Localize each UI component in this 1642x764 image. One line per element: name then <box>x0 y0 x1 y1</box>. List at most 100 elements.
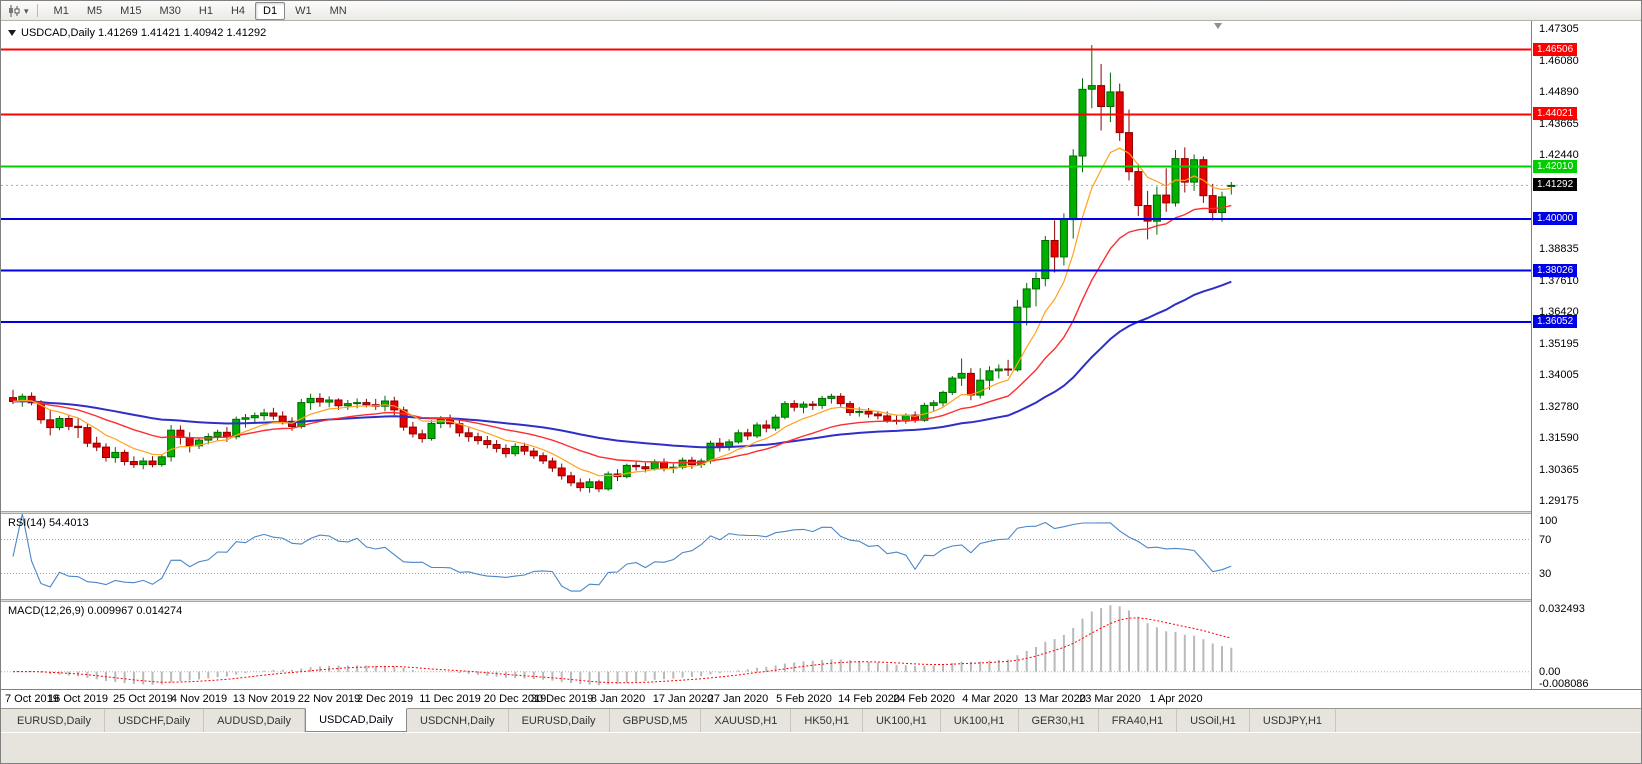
candlestick-chart-glyph <box>9 4 20 17</box>
candle <box>1190 154 1199 191</box>
pane-separator[interactable] <box>1 511 1641 514</box>
date-label: 24 Feb 2020 <box>893 693 955 705</box>
time-axis[interactable]: 7 Oct 2019 16 Oct 2019 25 Oct 2019 4 Nov 20… <box>1 689 1641 708</box>
candle <box>474 432 482 445</box>
candle <box>55 415 64 431</box>
candle <box>939 390 947 407</box>
candle <box>1143 190 1152 240</box>
rsi-canvas <box>1 514 1531 592</box>
chart-tab-USDJPY-H1[interactable]: USDJPY,H1 <box>1250 709 1337 732</box>
timeframe-M5[interactable]: M5 <box>86 4 103 17</box>
rsi-pane[interactable]: RSI(14) 54.4013 <box>1 514 1531 599</box>
chart-tab-GER30-H1[interactable]: GER30,H1 <box>1019 709 1099 732</box>
price-chart-canvas[interactable] <box>1 21 1531 511</box>
chart-tab-XAUUSD-H1[interactable]: XAUUSD,H1 <box>701 709 792 732</box>
main-price-pane[interactable]: USDCAD,Daily 1.41269 1.41421 1.40942 1.4… <box>1 21 1531 511</box>
candle <box>250 412 259 424</box>
price-level-badge: 1.38026 <box>1533 264 1578 277</box>
timeframe-H4[interactable]: H4 <box>230 4 246 17</box>
date-label: 17 Jan 2020 <box>652 693 714 705</box>
date-label: 13 Nov 2019 <box>232 693 296 705</box>
date-label: 30 Dec 2019 <box>530 693 594 705</box>
candle <box>799 401 808 414</box>
price-tick: 1.30365 <box>1539 464 1579 476</box>
chart-tab-UK100-H1[interactable]: UK100,H1 <box>863 709 941 732</box>
rsi-axis-tick: 30 <box>1539 568 1552 580</box>
chart-tab-AUDUSD-Daily[interactable]: AUDUSD,Daily <box>204 709 306 732</box>
price-tick: 1.38835 <box>1539 243 1579 255</box>
candle <box>808 401 817 410</box>
candle <box>185 432 194 453</box>
candle <box>241 414 250 428</box>
candle <box>1134 163 1143 216</box>
price-tick: 1.29175 <box>1539 495 1579 507</box>
candle <box>1218 191 1226 222</box>
timeframe-W1[interactable]: W1 <box>295 4 312 17</box>
one-click-trading-toggle[interactable] <box>8 30 16 36</box>
chart-type-icon[interactable] <box>6 4 22 18</box>
candle <box>604 471 613 491</box>
ma-fast-line <box>12 147 1232 477</box>
chart-tab-EURUSD-Daily[interactable]: EURUSD,Daily <box>4 709 105 732</box>
date-label: 5 Feb 2020 <box>776 693 832 705</box>
timeframe-H1[interactable]: H1 <box>198 4 213 17</box>
price-tick: 1.47305 <box>1539 23 1579 35</box>
chart-tab-GBPUSD-M5[interactable]: GBPUSD,M5 <box>610 709 702 732</box>
candle <box>976 368 985 399</box>
candle <box>873 410 882 420</box>
chart-title-text: USDCAD,Daily 1.41269 1.41421 1.40942 1.4… <box>21 27 267 39</box>
chart-tab-FRA40-H1[interactable]: FRA40,H1 <box>1099 709 1178 732</box>
chart-tab-USDCAD-Daily[interactable]: USDCAD,Daily <box>305 708 408 732</box>
macd-pane[interactable]: MACD(12,26,9) 0.009967 0.014274 <box>1 602 1531 689</box>
candle <box>948 376 957 395</box>
candle <box>892 415 901 425</box>
pane-separator[interactable] <box>1 599 1641 602</box>
date-label: 8 Jan 2020 <box>590 693 646 705</box>
candle <box>585 478 594 493</box>
candle <box>567 471 575 487</box>
date-label: 4 Nov 2019 <box>170 693 228 705</box>
candle <box>464 427 473 442</box>
candle <box>408 421 417 438</box>
candle <box>1059 213 1068 266</box>
candle <box>260 408 269 421</box>
candle <box>427 420 436 441</box>
macd-axis-tick: 0.00 <box>1539 666 1561 678</box>
rsi-line <box>12 514 1232 592</box>
candle <box>836 393 845 407</box>
timeframe-M30[interactable]: M30 <box>159 4 181 17</box>
macd-label: MACD(12,26,9) 0.009967 0.014274 <box>8 605 183 617</box>
chart-tab-UK100-H1[interactable]: UK100,H1 <box>941 709 1019 732</box>
candle <box>1227 182 1236 195</box>
candle <box>64 414 73 431</box>
candle <box>715 438 724 452</box>
candle <box>129 456 138 468</box>
status-bar <box>1 732 1641 763</box>
timeframe-M1[interactable]: M1 <box>53 4 69 17</box>
chart-tab-USOil-H1[interactable]: USOil,H1 <box>1177 709 1250 732</box>
price-level-badge: 1.42010 <box>1533 160 1578 173</box>
price-level-badge: 1.40000 <box>1533 212 1578 225</box>
price-axis[interactable]: 1.47305 1.46080 1.44890 1.43665 1.42440 1.388… <box>1531 21 1641 690</box>
candle <box>818 395 827 409</box>
candle <box>1152 186 1161 235</box>
candle <box>315 393 324 407</box>
candle <box>483 435 492 449</box>
candle <box>92 436 101 452</box>
candle <box>297 398 306 429</box>
timeframe-MN[interactable]: MN <box>329 4 347 17</box>
candle <box>743 428 752 441</box>
chart-tab-USDCNH-Daily[interactable]: USDCNH,Daily <box>407 709 509 732</box>
timeframe-D1[interactable]: D1 <box>255 1 286 20</box>
candle <box>306 393 315 410</box>
chart-tab-USDCHF-Daily[interactable]: USDCHF,Daily <box>105 709 205 732</box>
candle <box>1115 83 1124 141</box>
rsi-axis-tick: 100 <box>1539 515 1558 527</box>
timeframe-M15[interactable]: M15 <box>120 4 142 17</box>
chart-tab-HK50-H1[interactable]: HK50,H1 <box>791 709 863 732</box>
chart-tab-EURUSD-Daily[interactable]: EURUSD,Daily <box>509 709 610 732</box>
chart-type-dropdown-caret[interactable]: ▾ <box>24 5 29 16</box>
chart-shift-marker[interactable] <box>1214 23 1222 29</box>
candle <box>492 440 501 453</box>
